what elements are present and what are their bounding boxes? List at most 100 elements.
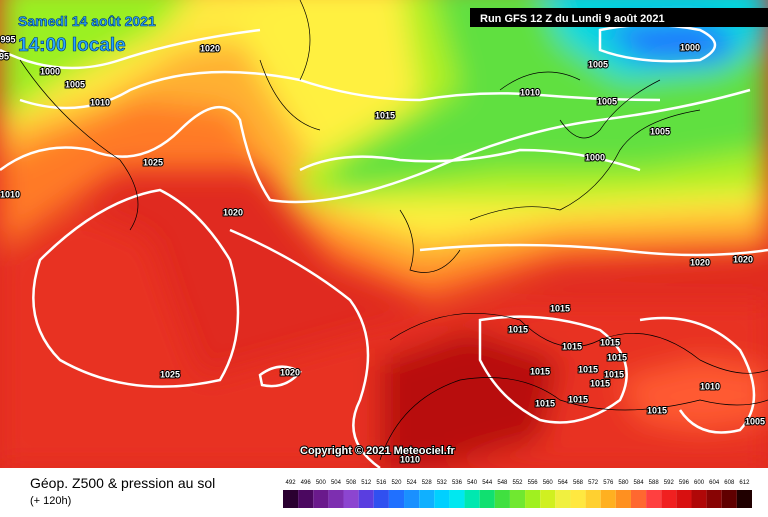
- colorbar-swatch: [736, 490, 752, 508]
- isobar-label: 1015: [578, 364, 598, 374]
- colorbar-swatch: [358, 490, 374, 508]
- isobar-label: 1020: [200, 43, 220, 53]
- run-box: [470, 8, 768, 27]
- isobar-label: 1020: [733, 254, 753, 264]
- isobar-label: 1015: [508, 324, 528, 334]
- isobar-label: 1025: [143, 157, 163, 167]
- colorbar-swatch: [449, 490, 465, 508]
- colorbar-swatch: [585, 490, 601, 508]
- colorbar-swatch: [615, 490, 631, 508]
- isobar-label: 1000: [680, 42, 700, 52]
- colorbar-label: 568: [573, 480, 584, 486]
- colorbar-swatch: [343, 490, 359, 508]
- colorbar-label: 548: [497, 480, 508, 486]
- colorbar-swatch: [298, 490, 314, 508]
- colorbar-swatch: [661, 490, 677, 508]
- copyright: Copyright © 2021 Meteociel.fr: [300, 445, 456, 457]
- colorbar-label: 580: [618, 480, 629, 486]
- isobar-label: 1010: [700, 381, 720, 391]
- colorbar-label: 500: [316, 480, 327, 486]
- isobar-label: 1015: [590, 378, 610, 388]
- isobar-label: 1010: [520, 87, 540, 97]
- colorbar-label: 604: [709, 480, 720, 486]
- colorbar-label: 516: [376, 480, 387, 486]
- colorbar-label: 588: [649, 480, 660, 486]
- colorbar-swatch: [555, 490, 571, 508]
- run: Run GFS 12 Z du Lundi 9 août 2021: [480, 13, 665, 25]
- colorbar: 492 496 500 504 508 512 516 520 524 528 532 536 540 5…: [283, 480, 752, 508]
- colorbar-swatch: [706, 490, 722, 508]
- colorbar-swatch: [404, 490, 420, 508]
- footer-lead: (+ 120h): [30, 495, 71, 507]
- isobar-label: 1015: [530, 366, 550, 376]
- isobar-label: 1015: [600, 337, 620, 347]
- colorbar-label: 592: [664, 480, 675, 486]
- colorbar-swatch: [328, 490, 344, 508]
- isobar-label: 1010: [400, 454, 420, 464]
- colorbar-label: 492: [286, 480, 297, 486]
- isobar-label: 1010: [0, 189, 20, 199]
- isobar-label: 1005: [745, 416, 765, 426]
- colorbar-label: 504: [331, 480, 342, 486]
- isobar-labels: 995 95 1020 1000 1005 1010 1010 1015 1000 1005 100…: [0, 33, 766, 465]
- colorbar-label: 496: [301, 480, 312, 486]
- isobar-label: 1005: [650, 126, 670, 136]
- isobar-label: 1020: [280, 367, 300, 377]
- colorbar-label: 576: [603, 480, 614, 486]
- colorbar-label: 596: [679, 480, 690, 486]
- colorbar-swatch: [494, 490, 510, 508]
- colorbar-label: 612: [739, 480, 750, 486]
- colorbar-label: 584: [634, 480, 645, 486]
- colorbar-swatch: [479, 490, 495, 508]
- isobar-label: 1015: [604, 369, 624, 379]
- isobar-label: 1005: [597, 96, 617, 106]
- isobar-label: 1015: [535, 398, 555, 408]
- isobar-label: 1015: [550, 303, 570, 313]
- colorbar-swatch: [434, 490, 450, 508]
- colorbar-label: 572: [588, 480, 599, 486]
- colorbar-label: 540: [467, 480, 478, 486]
- colorbar-swatch: [464, 490, 480, 508]
- colorbar-swatch: [313, 490, 329, 508]
- colorbar-label: 564: [558, 480, 569, 486]
- colorbar-swatch: [388, 490, 405, 508]
- colorbar-swatch: [676, 490, 692, 508]
- colorbar-label: 600: [694, 480, 705, 486]
- isobar-label: 1000: [585, 152, 605, 162]
- colorbar-label: 512: [361, 480, 372, 486]
- footer-title: Géop. Z500 & pression au sol: [30, 475, 215, 491]
- coastlines: [19, 0, 768, 461]
- colorbar-swatch: [691, 490, 707, 508]
- isobar-label: 1015: [568, 394, 588, 404]
- colorbar-swatch: [283, 490, 299, 508]
- isobar-label: 1015: [562, 341, 582, 351]
- isobar-label: 1005: [588, 59, 608, 69]
- date: Samedi 14 août 2021: [18, 13, 156, 29]
- colorbar-label: 552: [512, 480, 523, 486]
- field: [0, 0, 768, 470]
- colorbar-label: 544: [482, 480, 493, 486]
- isobar-label: 1010: [90, 97, 110, 107]
- colorbar-label: 536: [452, 480, 463, 486]
- colorbar-swatch: [721, 490, 737, 508]
- colorbar-swatch: [540, 490, 556, 508]
- colorbar-swatch: [525, 490, 541, 508]
- colorbar-swatch: [419, 490, 435, 508]
- isobar-label: 1015: [607, 352, 627, 362]
- colorbar-swatch: [570, 490, 586, 508]
- isobar-label: 1015: [647, 405, 667, 415]
- isobar-label: 1020: [690, 257, 710, 267]
- isobar-label: 1005: [65, 79, 85, 89]
- isobar-label: 1025: [160, 369, 180, 379]
- colorbar-label: 524: [407, 480, 418, 486]
- colorbar-swatch: [630, 490, 647, 508]
- colorbar-label: 532: [437, 480, 448, 486]
- colorbar-label: 520: [391, 480, 402, 486]
- colorbar-label: 608: [724, 480, 735, 486]
- isobar-label: 1000: [40, 66, 60, 76]
- time: 14:00 locale: [18, 35, 126, 56]
- colorbar-swatch: [646, 490, 662, 508]
- colorbar-label: 560: [543, 480, 554, 486]
- isobar-label: 95: [0, 51, 9, 61]
